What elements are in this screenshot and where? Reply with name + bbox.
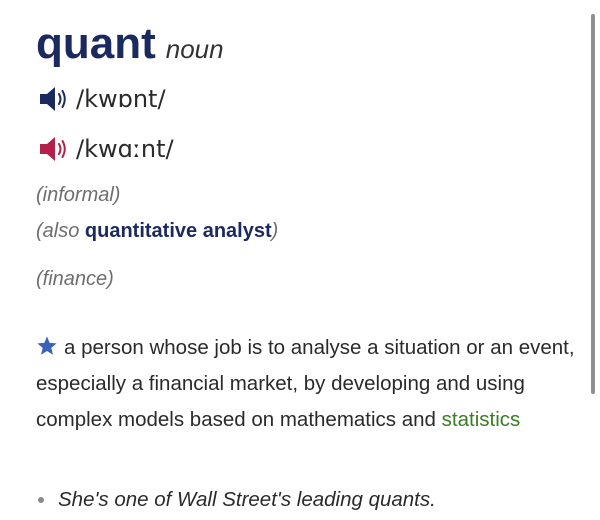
pronunciation-uk: /kwɒnt/ [38,84,166,114]
example-item: She's one of Wall Street's leading quant… [38,488,436,512]
phonetic-uk: /kwɒnt/ [76,85,166,113]
phonetic-us: /kwɑːnt/ [76,135,174,163]
star-icon [37,336,57,355]
definition-text: a person whose job is to analyse a situa… [36,336,575,431]
definition: a person whose job is to analyse a situa… [36,330,576,438]
entry-header: quant noun [36,22,224,66]
bullet-icon [38,497,44,503]
speaker-icon[interactable] [38,84,70,114]
also-prefix: (also [36,220,85,242]
statistics-link[interactable]: statistics [441,408,521,431]
speaker-icon[interactable] [38,134,70,164]
scrollbar[interactable] [591,14,595,394]
also-label: (also quantitative analyst) [36,220,278,243]
also-suffix: ) [271,220,279,242]
headword: quant [36,19,156,68]
also-term[interactable]: quantitative analyst [84,220,272,242]
register-label: (informal) [36,184,121,206]
pronunciation-us: /kwɑːnt/ [38,134,174,164]
subject-label: (finance) [36,268,114,290]
example-sentence: She's one of Wall Street's leading quant… [58,488,436,511]
part-of-speech: noun [165,34,224,64]
